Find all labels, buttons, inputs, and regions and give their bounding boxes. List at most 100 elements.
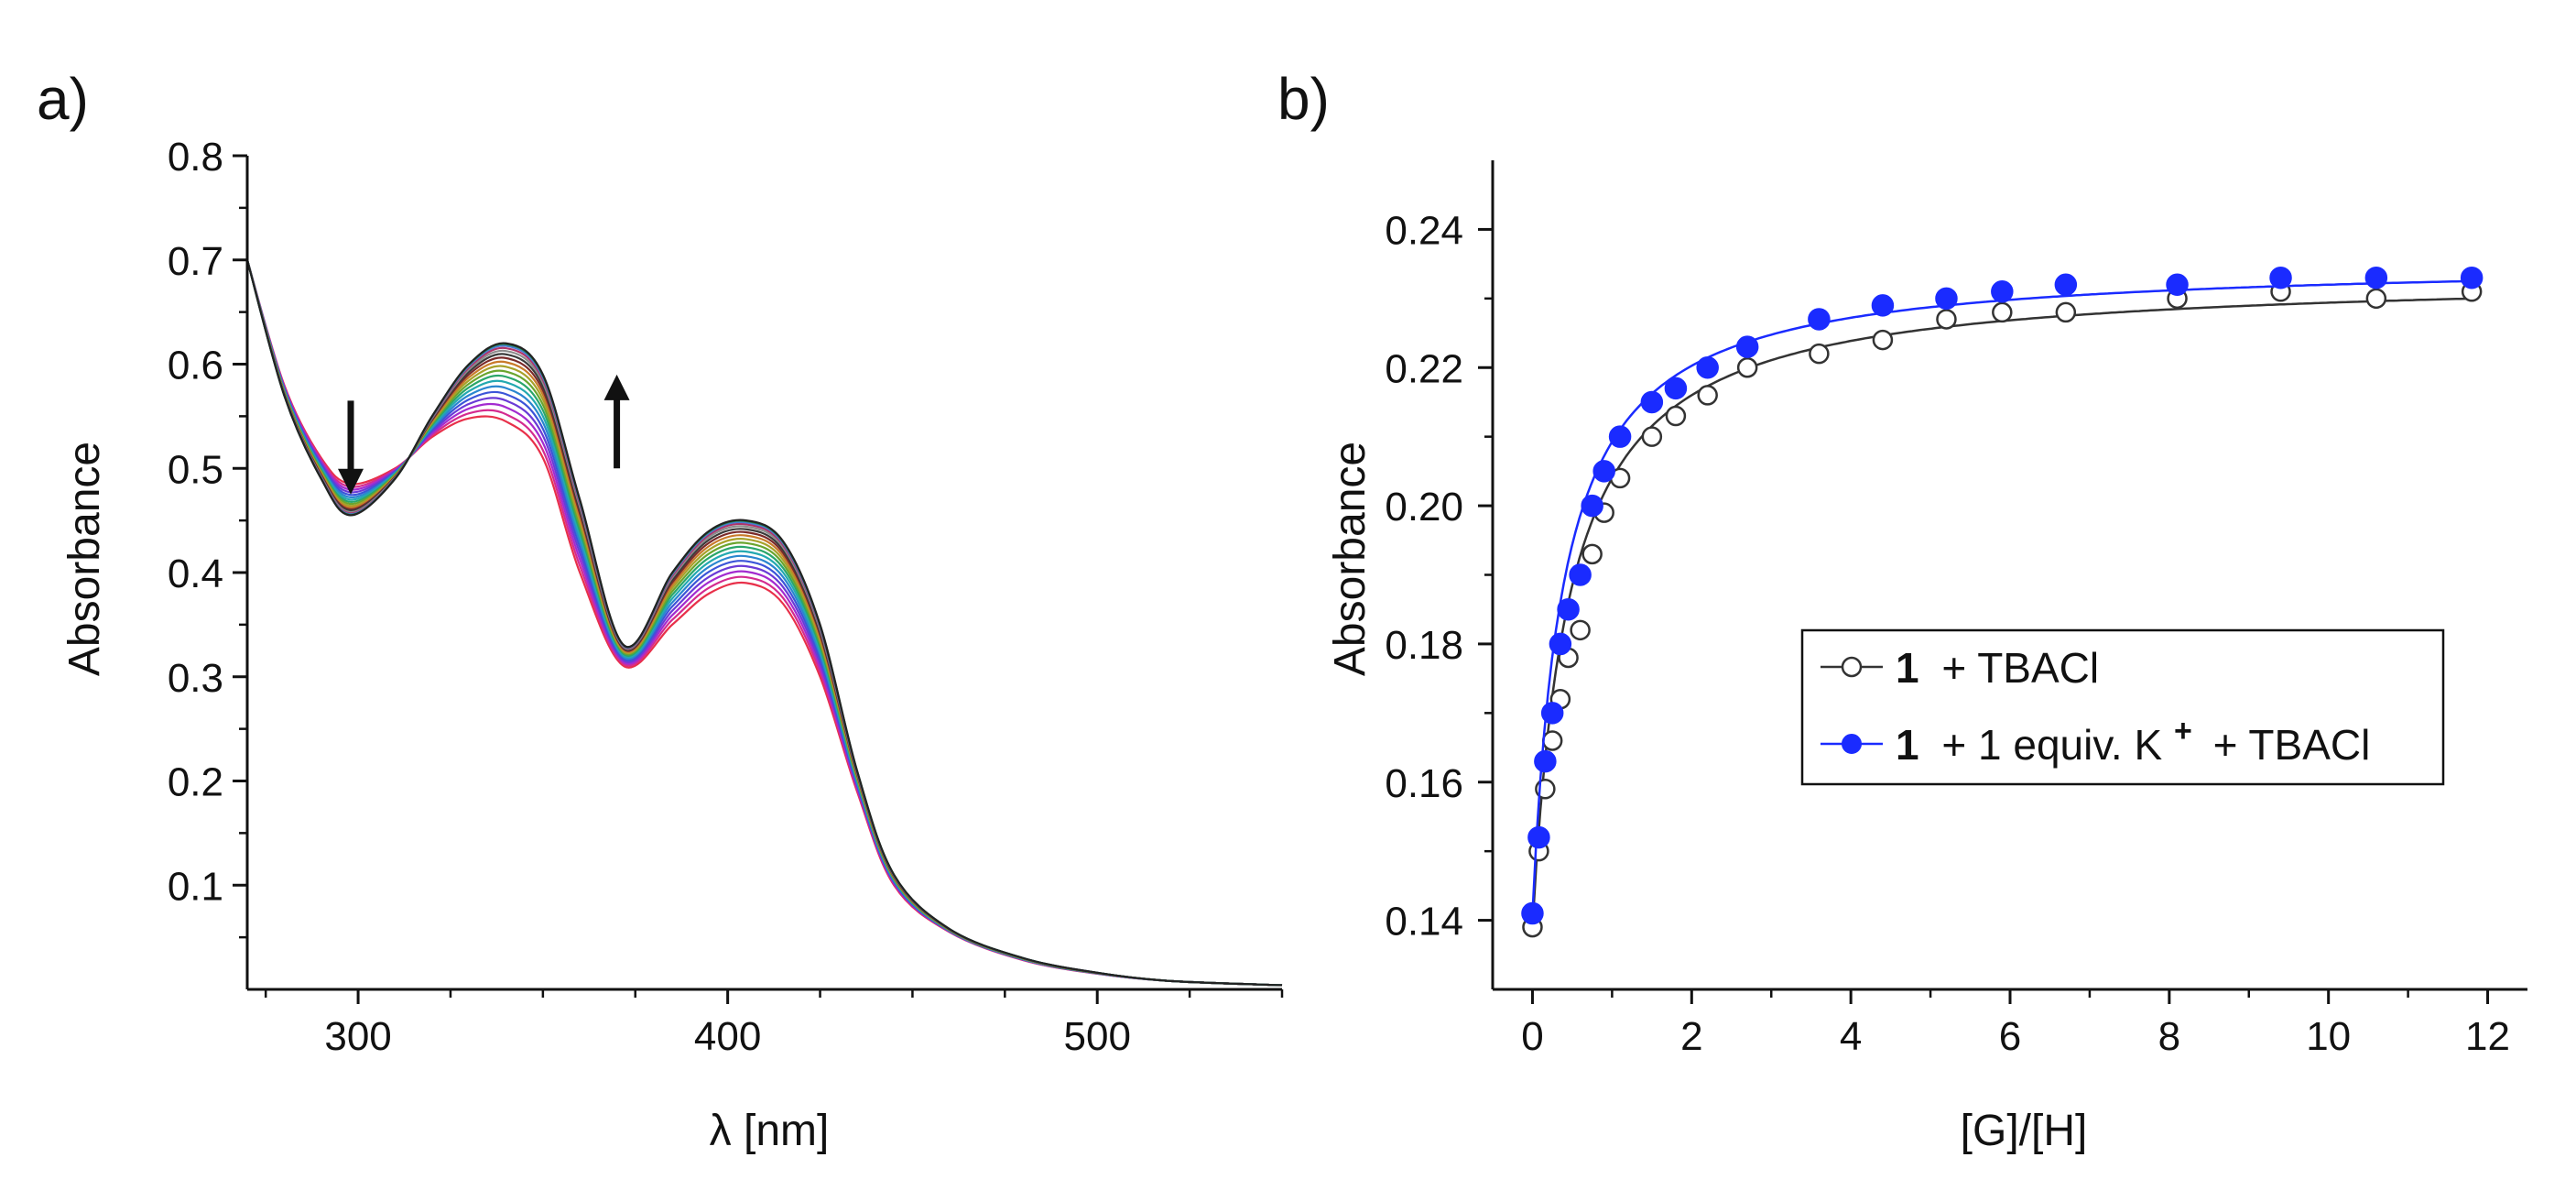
x-tick-label: 2 xyxy=(1680,1014,1702,1059)
panel-b-x-axis-label: [G]/[H] xyxy=(1961,1107,2088,1155)
y-tick-label: 0.3 xyxy=(168,656,223,701)
panel-a-y-axis-label: Absorbance xyxy=(60,442,109,676)
arrow-down-icon xyxy=(338,468,364,495)
data-point xyxy=(2055,301,2077,323)
legend-entry-2-sup: + xyxy=(2174,714,2192,748)
y-tick-label: 0.22 xyxy=(1385,346,1463,391)
y-tick-label: 0.16 xyxy=(1385,761,1463,806)
x-tick-label: 10 xyxy=(2306,1014,2351,1059)
legend-entry-1: 1 + TBACl xyxy=(1896,644,2099,692)
data-point xyxy=(1808,308,1831,331)
panel-b-label: b) xyxy=(1277,66,1330,132)
x-tick-label: 300 xyxy=(324,1014,391,1059)
data-point xyxy=(2460,266,2484,289)
legend-entry-2-rest-a: + 1 equiv. K xyxy=(1941,721,2162,769)
data-point xyxy=(1872,329,1894,351)
x-tick-label: 6 xyxy=(1999,1014,2021,1059)
spectrum-line xyxy=(245,259,1283,987)
data-point xyxy=(1534,749,1557,773)
data-point xyxy=(1540,702,1564,725)
data-point xyxy=(1664,377,1688,400)
data-point xyxy=(1527,825,1550,849)
y-tick-label: 0.6 xyxy=(168,344,223,388)
data-point xyxy=(2269,266,2292,289)
data-point xyxy=(1570,619,1591,641)
data-point xyxy=(1581,494,1603,518)
spectrum-line xyxy=(245,259,1283,987)
data-point xyxy=(1696,356,1719,379)
y-tick-label: 0.2 xyxy=(168,760,223,805)
panel-a-axes: 0.1 0.2 0.3 0.4 0.5 0.6 0.7 0.8 300 400 500 xyxy=(168,135,1284,1059)
data-point xyxy=(2054,273,2078,296)
panel-b-chart: 0.14 0.16 0.18 0.20 0.22 0.24 0 2 4 6 8 10 12 [G]/[H… xyxy=(1326,160,2527,1155)
spectrum-line xyxy=(245,259,1283,987)
data-point xyxy=(1992,301,2013,323)
spectrum-line xyxy=(245,259,1283,987)
spectrum-line xyxy=(245,259,1283,987)
spectrum-line xyxy=(245,259,1283,987)
x-tick-label: 4 xyxy=(1840,1014,1862,1059)
arrow-up-icon xyxy=(603,374,630,400)
panel-a-arrows xyxy=(338,374,630,495)
spectrum-line xyxy=(245,259,1283,987)
data-point xyxy=(1871,294,1895,317)
spectrum-line xyxy=(245,259,1283,987)
legend-marker-2 xyxy=(1842,734,1862,754)
y-tick-label: 0.20 xyxy=(1385,485,1463,530)
fit-curve xyxy=(1531,279,2473,914)
data-point xyxy=(1581,543,1603,565)
y-tick-label: 0.7 xyxy=(168,239,223,284)
legend-entry-2: 1 + 1 equiv. K + + TBACl xyxy=(1896,703,2370,769)
legend-box xyxy=(1800,628,2445,786)
x-tick-label: 8 xyxy=(2158,1014,2180,1059)
y-tick-label: 0.5 xyxy=(168,447,223,492)
panel-a-label: a) xyxy=(37,66,89,132)
data-point xyxy=(1557,597,1580,621)
data-point xyxy=(1697,385,1718,406)
x-tick-label: 12 xyxy=(2465,1014,2510,1059)
legend: 1 + TBACl 1 + 1 equiv. K + + TBACl xyxy=(1800,628,2445,786)
data-point xyxy=(1640,390,1664,414)
x-tick-label: 400 xyxy=(694,1014,761,1059)
data-point xyxy=(1735,335,1759,358)
spectrum-line xyxy=(245,259,1283,987)
data-point xyxy=(1521,901,1544,925)
data-point xyxy=(1569,563,1592,586)
spectrum-line xyxy=(245,259,1283,987)
spectrum-line xyxy=(245,259,1283,987)
spectrum-line xyxy=(245,259,1283,987)
data-point xyxy=(1641,426,1663,447)
y-tick-label: 0.8 xyxy=(168,135,223,180)
panel-b-y-axis-label: Absorbance xyxy=(1326,442,1375,676)
data-point xyxy=(1541,730,1563,751)
data-point xyxy=(2364,266,2388,289)
spectra-series-group xyxy=(245,259,1283,987)
x-tick-label: 0 xyxy=(1521,1014,1543,1059)
data-point xyxy=(1592,460,1615,483)
panel-a-x-axis-label: λ [nm] xyxy=(710,1107,830,1155)
data-point xyxy=(1665,405,1687,427)
panel-b-axes: 0.14 0.16 0.18 0.20 0.22 0.24 0 2 4 6 8 10 12 xyxy=(1385,160,2527,1059)
data-point xyxy=(1936,309,1957,330)
panel-a-chart: 0.1 0.2 0.3 0.4 0.5 0.6 0.7 0.8 300 400 500 λ [nm]… xyxy=(60,135,1284,1155)
spectrum-line xyxy=(245,259,1283,987)
spectrum-line xyxy=(245,259,1283,987)
legend-entry-2-rest-b: + TBACl xyxy=(2213,721,2371,769)
y-tick-label: 0.4 xyxy=(168,551,223,596)
y-tick-label: 0.24 xyxy=(1385,208,1463,253)
y-tick-label: 0.1 xyxy=(168,864,223,909)
legend-entry-2-bold: 1 xyxy=(1896,721,1919,769)
data-point xyxy=(1549,632,1572,656)
spectrum-line xyxy=(245,259,1283,987)
data-point xyxy=(2166,273,2189,296)
data-point xyxy=(1935,287,1958,311)
x-tick-label: 500 xyxy=(1064,1014,1131,1059)
spectrum-line xyxy=(245,259,1283,987)
legend-entry-1-rest: + TBACl xyxy=(1941,644,2099,692)
data-point xyxy=(2365,288,2387,310)
spectrum-line xyxy=(245,259,1283,987)
spectrum-line xyxy=(245,259,1283,987)
data-point xyxy=(1991,280,2014,303)
data-point xyxy=(1736,357,1758,378)
